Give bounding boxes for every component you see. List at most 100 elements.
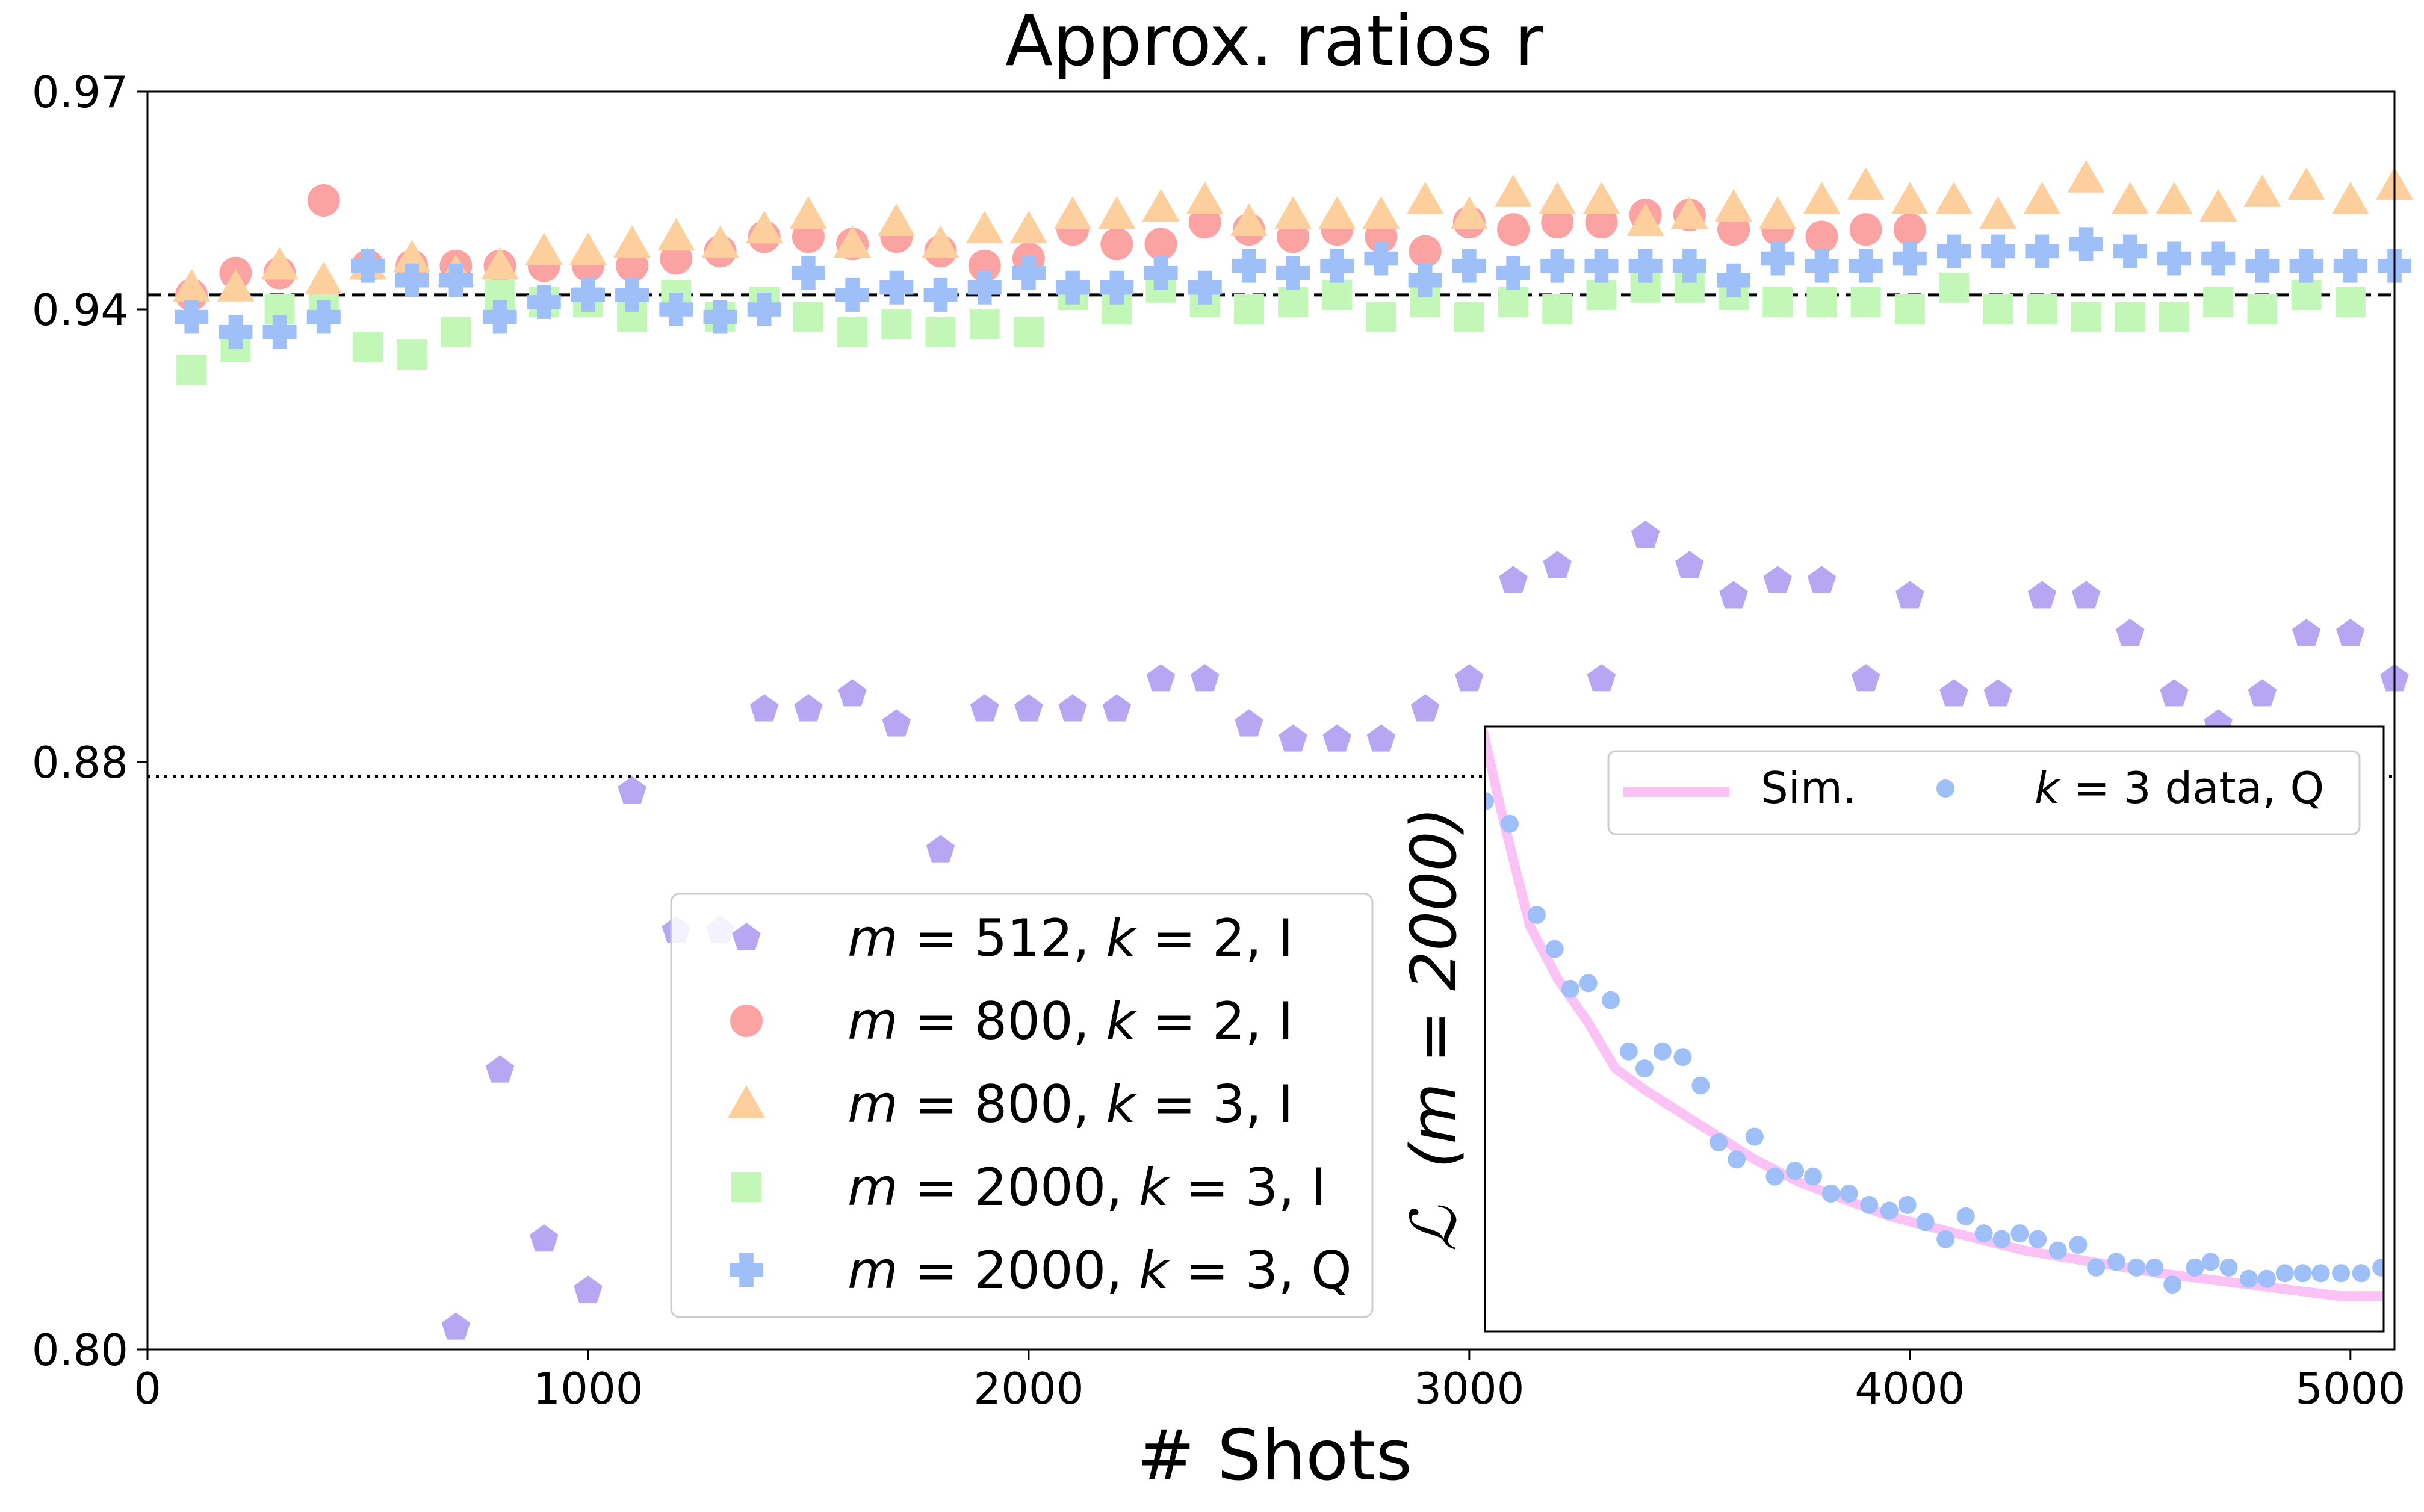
legend-label-value: = 800, (898, 1074, 1106, 1135)
data-point-triangle (2287, 167, 2325, 200)
legend-marker-circle (730, 1005, 763, 1037)
inset-data-point (1880, 1201, 1899, 1220)
data-point-pentagon (2160, 679, 2189, 707)
data-point-plus (1364, 241, 1398, 276)
data-point-plus (1496, 256, 1531, 290)
data-point-plus (923, 277, 958, 312)
legend-label-value: = 3, Q (1169, 1241, 1352, 1301)
inset-y-axis-label: ℒ (m = 2000) (1397, 807, 1471, 1251)
data-point-triangle (1759, 196, 1797, 229)
data-point-plus (1937, 234, 1971, 268)
legend-marker-square (731, 1172, 761, 1202)
inset-loss-symbol: ℒ (1397, 1205, 1471, 1251)
data-point-square (1762, 287, 1793, 317)
data-point-plus (1011, 256, 1046, 290)
inset-legend: Sim. k = 3 data, Q (1607, 750, 2361, 835)
data-point-pentagon (1499, 566, 1528, 593)
data-point-square (2027, 294, 2057, 324)
data-point-pentagon (529, 1224, 559, 1252)
data-point-triangle (878, 203, 916, 237)
inset-data-point (2293, 1264, 2312, 1283)
data-point-plus (527, 285, 561, 319)
data-point-pentagon (1014, 694, 1043, 722)
main-legend: m = 512, k = 2, Im = 800, k = 2, Im = 80… (670, 893, 1374, 1318)
data-point-pentagon (1543, 551, 1572, 578)
data-point-plus (1584, 249, 1619, 283)
data-point-pentagon (574, 1275, 603, 1303)
x-axis: 0 1000 2000 3000 4000 5000 (134, 1349, 2405, 1414)
y-tick-label: 0.97 (32, 67, 128, 117)
data-point-plus (439, 263, 473, 297)
data-point-square (1850, 287, 1881, 317)
inset-loss-condition: (m = 2000) (1397, 807, 1471, 1168)
data-point-plus (1628, 249, 1663, 283)
data-point-square (1233, 294, 1264, 324)
inset-legend-sim-label: Sim. (1761, 763, 1856, 813)
inset-data-point (2107, 1253, 2125, 1271)
data-point-square (2071, 302, 2101, 332)
data-point-triangle (1318, 196, 1356, 229)
inset-data-point (2087, 1258, 2106, 1277)
data-point-square (1498, 287, 1529, 317)
data-point-pentagon (1631, 521, 1660, 548)
data-point-pentagon (2336, 618, 2365, 646)
data-point-square (2203, 287, 2234, 317)
inset-data-point (1501, 814, 1519, 833)
data-point-plus (1540, 249, 1575, 283)
data-point-plus (1717, 263, 1751, 297)
legend-entry: m = 2000, k = 3, Q (730, 1241, 1352, 1301)
main-plot-marks (173, 160, 2414, 1340)
main-legend-frame (670, 893, 1374, 1318)
data-point-triangle (2023, 181, 2061, 214)
x-axis-label: # Shots (1136, 1415, 1412, 1496)
data-point-square (2159, 302, 2190, 332)
inset-data-point (2010, 1224, 2029, 1243)
legend-entry: m = 2000, k = 3, I (731, 1157, 1326, 1218)
data-point-plus (2069, 227, 2103, 261)
data-point-circle (307, 184, 340, 217)
data-point-pentagon (1146, 664, 1176, 692)
data-point-triangle (613, 225, 651, 258)
data-point-plus (2333, 249, 2367, 283)
data-point-plus (2025, 234, 2059, 268)
data-point-pentagon (1895, 581, 1924, 609)
data-point-plus (2245, 249, 2280, 283)
data-point-plus (1981, 234, 2015, 268)
legend-label-variable: k (1106, 908, 1138, 968)
data-point-plus (306, 300, 341, 334)
data-point-square (881, 309, 912, 340)
inset-frame (1484, 725, 2385, 1333)
data-point-triangle (1935, 181, 1973, 214)
data-point-square (441, 317, 471, 347)
inset-data-point (1898, 1195, 1917, 1214)
data-point-triangle (305, 261, 343, 294)
data-point-plus (175, 300, 209, 334)
inset-data-point (1786, 1162, 1805, 1180)
series-plus (175, 227, 2411, 349)
y-tick-label: 0.80 (32, 1325, 128, 1375)
legend-label-variable: m (848, 1157, 898, 1218)
legend-label-value: = 2000, (898, 1241, 1139, 1301)
inset-data-point (2186, 1258, 2204, 1277)
data-point-circle (1497, 213, 1530, 246)
data-point-triangle (1142, 189, 1180, 222)
inset-data-point (2048, 1241, 2067, 1260)
data-point-square (969, 309, 1000, 340)
data-point-triangle (217, 268, 255, 302)
inset-data-point (2029, 1230, 2047, 1248)
series-circle (175, 184, 1926, 311)
inset-data-point (1619, 1042, 1638, 1061)
data-point-circle (1144, 228, 1177, 261)
data-point-plus (967, 270, 1002, 305)
data-point-triangle (1230, 203, 1268, 237)
data-point-pentagon (2248, 679, 2277, 707)
inset-data-point (2069, 1236, 2088, 1254)
data-point-plus (1100, 270, 1134, 305)
data-point-plus (2157, 241, 2192, 276)
data-point-triangle (2199, 189, 2237, 222)
inset-data-point (1821, 1185, 1840, 1203)
data-point-pentagon (1455, 664, 1484, 692)
legend-label-value: = 2, I (1136, 991, 1294, 1052)
x-tick-label: 4000 (1855, 1363, 1965, 1414)
data-point-square (2115, 302, 2145, 332)
